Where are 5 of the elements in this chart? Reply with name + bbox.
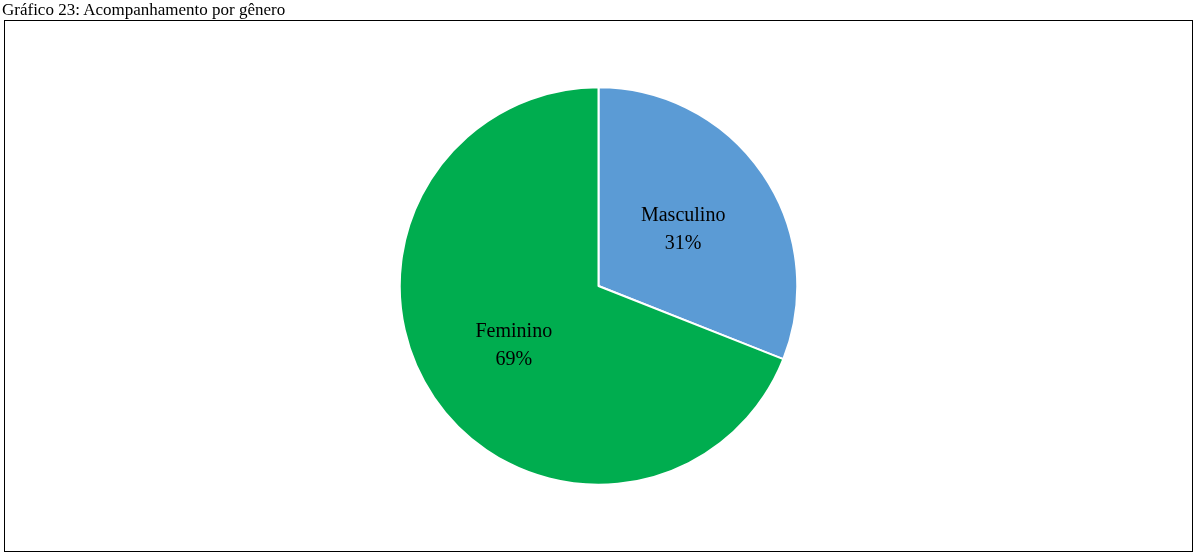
slice-label: Feminino	[475, 318, 553, 341]
data-label: 31%	[664, 231, 702, 254]
text: Gráfico 23: Acompanhamento por gênero	[1, 0, 287, 20]
data-label: 69%	[495, 346, 533, 369]
slice-label: Masculino	[640, 203, 726, 226]
